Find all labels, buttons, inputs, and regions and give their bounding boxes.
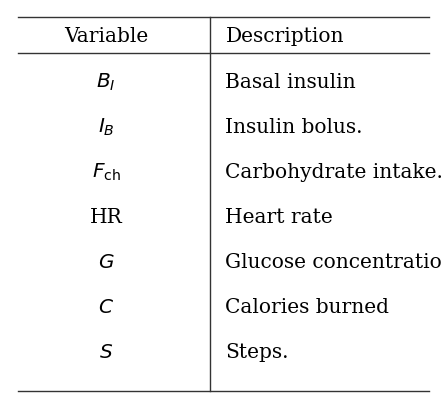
Text: Description: Description — [225, 26, 344, 46]
Text: Steps.: Steps. — [225, 342, 289, 361]
Text: HR: HR — [90, 207, 122, 227]
Text: Glucose concentration.: Glucose concentration. — [225, 252, 442, 271]
Text: Variable: Variable — [64, 26, 148, 46]
Text: Carbohydrate intake.: Carbohydrate intake. — [225, 162, 442, 182]
Text: Calories burned: Calories burned — [225, 297, 389, 316]
Text: $S$: $S$ — [99, 342, 113, 361]
Text: Insulin bolus.: Insulin bolus. — [225, 117, 363, 137]
Text: $I_B$: $I_B$ — [98, 117, 114, 138]
Text: $C$: $C$ — [98, 297, 114, 316]
Text: $G$: $G$ — [98, 252, 114, 271]
Text: Heart rate: Heart rate — [225, 207, 333, 227]
Text: Basal insulin: Basal insulin — [225, 73, 356, 92]
Text: $F_{\mathrm{ch}}$: $F_{\mathrm{ch}}$ — [91, 162, 121, 182]
Text: $B_I$: $B_I$ — [96, 72, 116, 93]
